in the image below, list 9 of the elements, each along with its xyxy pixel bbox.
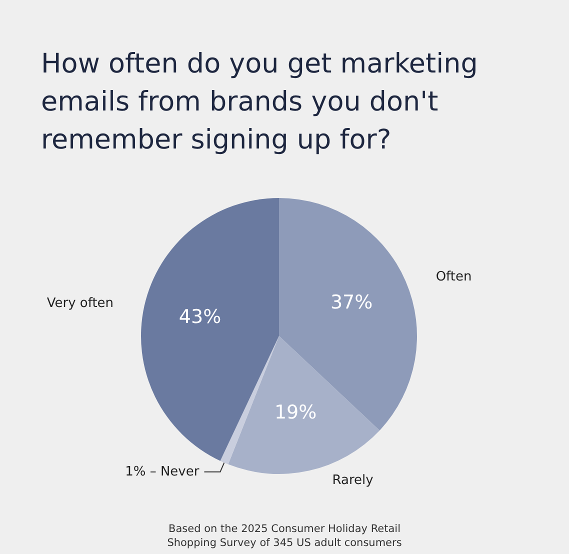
slice-label: Very often [46,296,114,312]
data-label: 19% [274,402,317,424]
slice-label: 1% – Never [125,464,200,480]
text: Based on the 2025 Consumer Holiday Retail Shopping Survey of 345 US adult consumers [167,523,402,549]
slice-label: Rarely [332,472,374,488]
data-label: 43% [178,306,222,328]
slice-label: Often [436,270,472,285]
chart-title: How often do you get marketing emails from brands you don't remember signing up for? [41,48,486,156]
data-label: 37% [330,292,373,314]
